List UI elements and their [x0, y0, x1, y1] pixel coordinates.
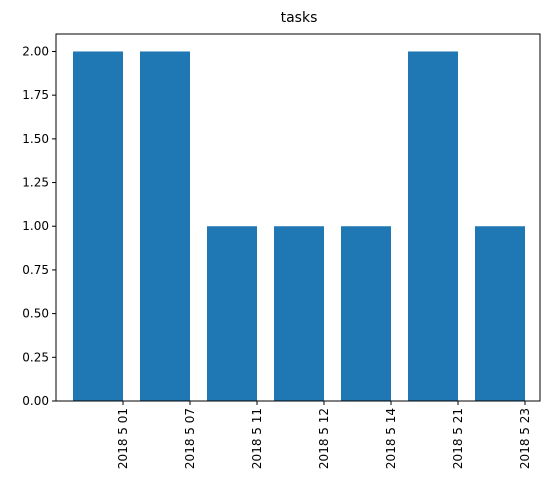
bar-2 — [140, 51, 190, 401]
x-tick-label-3: 2018 5 11 — [250, 408, 264, 469]
y-tick-label-6: 1.25 — [22, 176, 49, 190]
axes-frame — [55, 33, 541, 402]
x-tick-label-1: 2018 5 01 — [116, 408, 130, 469]
bars-group — [73, 51, 525, 401]
y-tick-label-7: 1.50 — [22, 132, 49, 146]
y-tick-label-8: 1.75 — [22, 88, 49, 102]
bar-1 — [73, 51, 123, 401]
bar-5 — [341, 226, 391, 401]
x-tick-label-2: 2018 5 07 — [183, 408, 197, 469]
x-tick-label-6: 2018 5 21 — [451, 408, 465, 469]
bar-3 — [207, 226, 257, 401]
y-tick-label-3: 0.50 — [22, 307, 49, 321]
y-tick-label-2: 0.25 — [22, 350, 49, 364]
x-axis-ticks: 2018 5 01 2018 5 07 2018 5 11 2018 5 12 2018… — [116, 401, 532, 469]
bar-4 — [274, 226, 324, 401]
y-tick-label-1: 0.00 — [22, 394, 49, 408]
chart-title: tasks — [281, 10, 318, 26]
x-tick-label-7: 2018 5 23 — [518, 408, 532, 469]
bar-6 — [408, 51, 458, 401]
bar-7 — [475, 226, 525, 401]
y-tick-label-4: 0.75 — [22, 263, 49, 277]
x-tick-label-4: 2018 5 12 — [317, 408, 331, 469]
y-tick-label-9: 2.00 — [22, 44, 49, 58]
y-axis-ticks: 0.00 0.25 0.50 0.75 1.00 1.25 1.50 1.75 2.00 — [22, 44, 56, 408]
y-tick-label-5: 1.00 — [22, 219, 49, 233]
x-tick-label-5: 2018 5 14 — [384, 408, 398, 469]
